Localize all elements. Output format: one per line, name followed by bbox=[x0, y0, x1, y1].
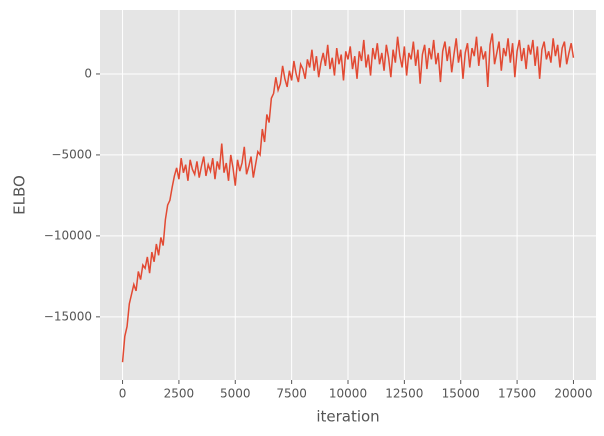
x-tick-label: 17500 bbox=[498, 387, 536, 401]
line-series bbox=[121, 33, 575, 363]
x-tick-label: 5000 bbox=[220, 387, 251, 401]
y-tick-label: 0 bbox=[84, 66, 92, 80]
x-tick-label: 0 bbox=[119, 387, 127, 401]
x-tick-label: 12500 bbox=[385, 387, 423, 401]
y-tick-label: −5000 bbox=[51, 147, 92, 161]
x-tick-label: 10000 bbox=[329, 387, 367, 401]
x-tick-label: 20000 bbox=[554, 387, 592, 401]
x-tick-label: 15000 bbox=[442, 387, 480, 401]
y-axis-title: ELBO bbox=[11, 175, 29, 215]
x-axis-title: iteration bbox=[316, 408, 379, 426]
x-tick-label: 7500 bbox=[276, 387, 307, 401]
y-tick-label: −15000 bbox=[44, 309, 92, 323]
x-tick-label: 2500 bbox=[164, 387, 195, 401]
y-tick-label: −10000 bbox=[44, 228, 92, 242]
